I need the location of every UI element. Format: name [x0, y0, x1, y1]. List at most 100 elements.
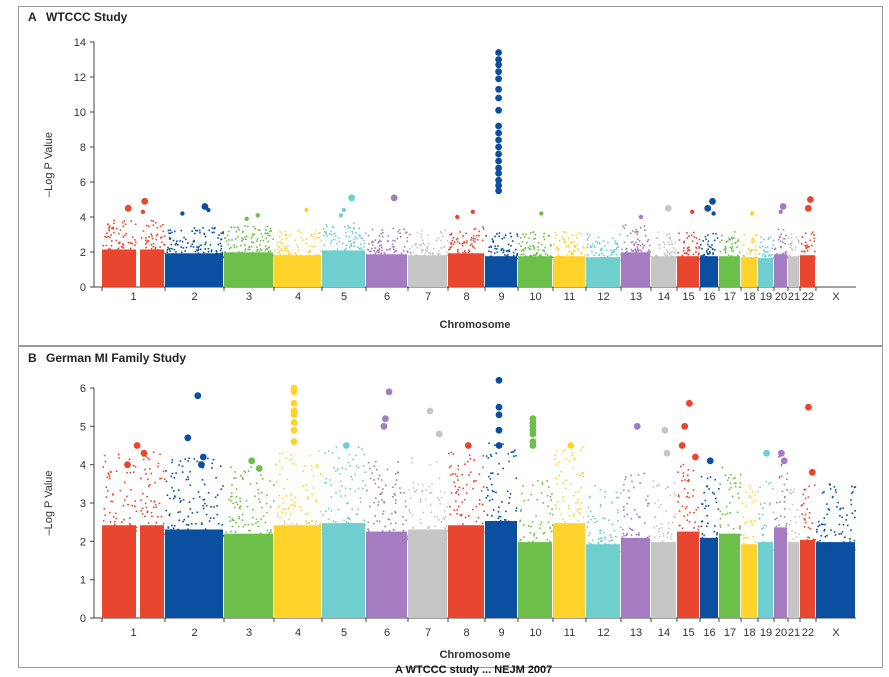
snp-point: [241, 519, 244, 521]
snp-point: [621, 536, 624, 538]
snp-point: [549, 495, 552, 498]
snp-point: [542, 249, 544, 251]
snp-point: [627, 541, 629, 544]
snp-point: [196, 246, 198, 248]
snp-point: [217, 523, 220, 525]
snp-point: [788, 524, 791, 526]
snp-point: [425, 249, 427, 251]
snp-point: [331, 225, 334, 228]
snp-point: [263, 540, 265, 543]
snp-point: [648, 502, 650, 505]
snp-band: [800, 255, 815, 287]
snp-point: [462, 487, 464, 490]
snp-point: [120, 530, 122, 533]
snp-point: [430, 503, 432, 506]
snp-point: [261, 255, 264, 258]
snp-point: [567, 507, 570, 509]
snp-point: [804, 547, 807, 549]
snp-point: [296, 531, 299, 533]
snp-point: [442, 257, 445, 259]
snp-point: [221, 537, 224, 539]
snp-point: [522, 253, 525, 256]
snp-point: [600, 539, 603, 542]
snp-point: [353, 242, 355, 244]
snp-point: [259, 244, 261, 247]
snp-point: [129, 247, 132, 250]
snp-point: [677, 495, 680, 498]
snp-point: [446, 529, 448, 532]
snp-point: [149, 532, 151, 535]
snp-point: [490, 245, 492, 248]
snp-point: [849, 538, 851, 540]
peak-snp: [348, 194, 355, 202]
snp-point: [822, 523, 824, 526]
snp-point: [373, 537, 376, 540]
snp-point: [741, 502, 744, 505]
snp-point: [251, 254, 253, 257]
snp-point: [604, 538, 606, 540]
snp-point: [115, 470, 118, 472]
snp-point: [648, 539, 651, 541]
snp-point: [577, 490, 580, 493]
snp-point: [643, 522, 646, 524]
snp-point: [216, 494, 219, 496]
snp-point: [565, 479, 567, 481]
snp-point: [381, 491, 383, 494]
snp-point: [557, 248, 560, 250]
snp-point: [123, 518, 125, 521]
snp-point: [242, 230, 244, 233]
snp-point: [347, 516, 350, 519]
snp-point: [384, 254, 387, 256]
snp-point: [312, 486, 315, 489]
snp-point: [264, 245, 267, 248]
snp-point: [106, 489, 109, 492]
snp-point: [233, 244, 235, 247]
citation-text: A WTCCC study ... NEJM 2007: [395, 664, 553, 676]
snp-point: [671, 533, 673, 535]
snp-point: [780, 245, 782, 248]
snp-point: [144, 502, 147, 505]
snp-point: [393, 246, 395, 248]
snp-point: [434, 255, 437, 258]
snp-point: [542, 235, 545, 238]
snp-point: [390, 522, 392, 525]
snp-point: [491, 257, 494, 259]
snp-point: [845, 545, 847, 548]
snp-point: [686, 237, 689, 239]
snp-point: [420, 249, 423, 251]
snp-point: [518, 242, 520, 245]
snp-point: [537, 242, 540, 244]
snp-band: [448, 525, 484, 618]
snp-point: [261, 506, 263, 509]
snp-point: [349, 527, 351, 529]
snp-point: [808, 516, 811, 519]
snp-point: [573, 494, 575, 497]
snp-point: [786, 533, 788, 535]
snp-point: [241, 240, 243, 242]
snp-point: [344, 253, 346, 255]
snp-point: [315, 499, 318, 501]
snp-point: [730, 255, 733, 257]
peak-snp: [495, 403, 503, 411]
snp-point: [482, 226, 484, 228]
snp-point: [450, 492, 453, 494]
snp-point: [363, 519, 365, 522]
snp-point: [537, 480, 539, 482]
snp-point: [358, 227, 360, 230]
snp-point: [518, 544, 521, 546]
snp-point: [345, 235, 348, 238]
snp-point: [516, 254, 518, 257]
snp-point: [720, 533, 722, 536]
snp-point: [348, 246, 351, 249]
snp-point: [519, 510, 522, 512]
snp-point: [709, 256, 712, 259]
snp-point: [145, 529, 147, 532]
snp-point: [686, 480, 689, 482]
snp-point: [285, 234, 287, 237]
snp-point: [811, 522, 814, 524]
snp-point: [623, 509, 625, 511]
snp-point: [533, 533, 536, 535]
snp-point: [361, 448, 363, 450]
snp-point: [108, 477, 111, 480]
snp-point: [294, 505, 296, 507]
